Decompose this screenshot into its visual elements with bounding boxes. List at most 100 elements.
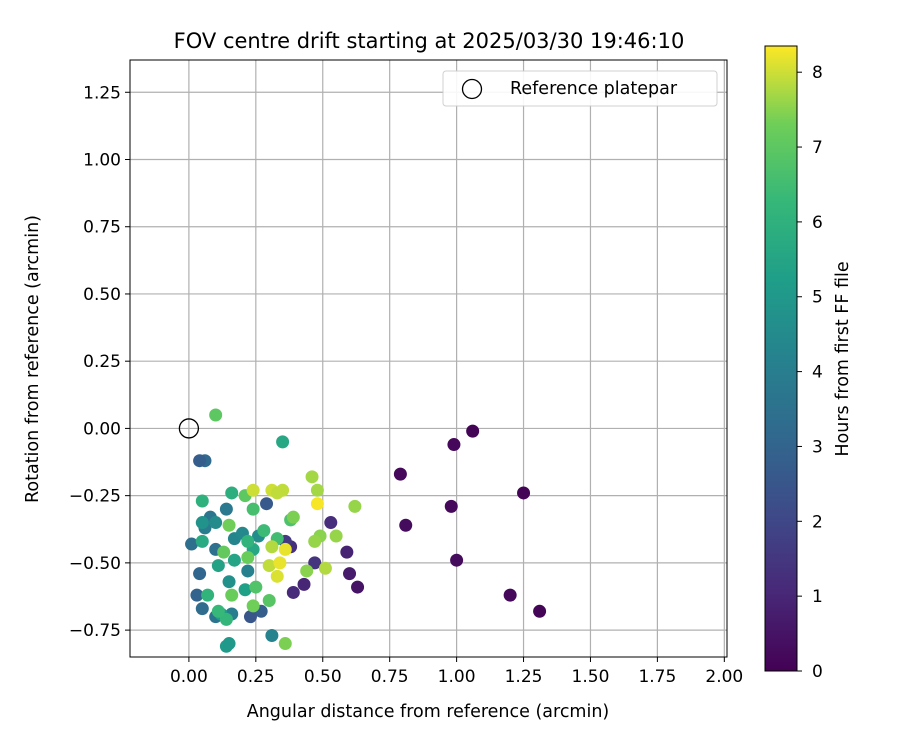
data-point — [227, 553, 241, 567]
data-point — [193, 567, 207, 581]
data-point — [310, 483, 324, 497]
data-point — [265, 628, 279, 642]
y-tick-label: 0.25 — [83, 352, 121, 372]
data-point — [273, 556, 287, 570]
data-point — [297, 577, 311, 591]
data-point — [278, 542, 292, 556]
data-point — [209, 408, 223, 422]
data-point — [265, 540, 279, 554]
data-point — [257, 524, 271, 538]
data-point — [222, 575, 236, 589]
data-point — [195, 534, 209, 548]
data-point — [243, 610, 257, 624]
data-point — [249, 580, 263, 594]
x-tick-label: 1.50 — [572, 667, 610, 687]
data-point — [324, 516, 338, 530]
y-axis-ticks: −0.75 −0.50 −0.25 0.00 0.25 0.50 0.75 1.00 1.25 — [69, 83, 130, 641]
data-point — [305, 470, 319, 484]
data-point — [503, 588, 517, 602]
data-point — [270, 486, 284, 500]
reference-platepar-point — [178, 418, 200, 439]
data-point — [270, 569, 284, 583]
chart-title: FOV centre drift starting at 2025/03/30 … — [174, 29, 685, 53]
data-point — [393, 467, 407, 481]
data-point — [533, 604, 547, 618]
x-tick-label: 0.50 — [304, 667, 342, 687]
data-point — [300, 564, 314, 578]
data-point — [195, 494, 209, 508]
colorbar-tick-label: 2 — [812, 512, 823, 532]
colorbar-tick-label: 5 — [812, 288, 823, 308]
data-point — [276, 435, 290, 449]
data-point — [222, 518, 236, 532]
data-point — [246, 483, 260, 497]
data-point — [222, 637, 236, 651]
y-tick-label: 0.00 — [83, 419, 121, 439]
data-point — [195, 516, 209, 530]
data-point — [351, 580, 365, 594]
x-tick-label: 2.00 — [705, 667, 743, 687]
y-tick-label: 0.75 — [83, 218, 121, 238]
data-point — [219, 502, 233, 516]
data-point — [444, 499, 458, 513]
y-tick-label: 1.25 — [83, 83, 121, 103]
data-point — [190, 588, 204, 602]
data-point — [399, 518, 413, 532]
colorbar-tick-label: 4 — [812, 363, 823, 383]
data-point — [195, 602, 209, 616]
data-point — [209, 516, 223, 530]
plot-frame — [129, 59, 728, 658]
colorbar-label: Hours from first FF file — [833, 261, 853, 456]
x-tick-label: 0.00 — [170, 667, 208, 687]
data-point — [278, 637, 292, 651]
x-tick-label: 1.00 — [438, 667, 476, 687]
y-tick-label: 1.00 — [83, 151, 121, 171]
y-tick-label: 0.50 — [83, 285, 121, 305]
data-point — [286, 510, 300, 524]
data-point — [193, 454, 207, 468]
data-point — [241, 551, 255, 564]
data-point — [219, 612, 233, 626]
data-point — [310, 497, 324, 511]
x-axis-ticks: 0.00 0.25 0.50 0.75 1.00 1.25 1.50 1.75 2.00 — [170, 657, 743, 687]
data-point — [308, 556, 322, 570]
data-point — [450, 553, 464, 567]
data-point — [211, 604, 225, 618]
colorbar-gradient — [764, 45, 798, 672]
x-tick-label: 1.75 — [638, 667, 676, 687]
data-point — [466, 424, 480, 438]
data-point — [185, 537, 199, 551]
data-point — [447, 438, 461, 452]
data-point — [340, 545, 354, 559]
data-point — [217, 545, 231, 559]
data-point — [211, 559, 225, 573]
data-point — [225, 486, 239, 500]
data-point — [241, 534, 255, 548]
y-tick-label: −0.50 — [69, 554, 121, 574]
data-point — [262, 594, 276, 608]
data-point — [241, 564, 255, 578]
data-point — [517, 486, 531, 500]
data-point — [329, 529, 343, 543]
data-point — [262, 559, 276, 573]
x-tick-label: 1.25 — [505, 667, 543, 687]
legend-label-reference: Reference platepar — [510, 79, 678, 99]
colorbar-ticks: 0 1 2 3 4 5 6 7 8 — [797, 63, 823, 682]
colorbar-tick-label: 8 — [812, 63, 823, 83]
data-point — [348, 499, 362, 513]
data-point — [201, 588, 215, 602]
data-point — [318, 561, 332, 575]
data-point — [225, 588, 239, 602]
colorbar-tick-label: 0 — [812, 662, 823, 682]
data-point — [343, 567, 357, 581]
data-point — [308, 534, 322, 548]
data-points — [185, 408, 547, 653]
y-tick-label: −0.75 — [69, 621, 121, 641]
reference-marker — [178, 418, 200, 439]
legend-box — [442, 70, 718, 107]
y-tick-label: −0.25 — [69, 487, 121, 507]
data-point — [286, 585, 300, 599]
data-point — [260, 497, 274, 511]
